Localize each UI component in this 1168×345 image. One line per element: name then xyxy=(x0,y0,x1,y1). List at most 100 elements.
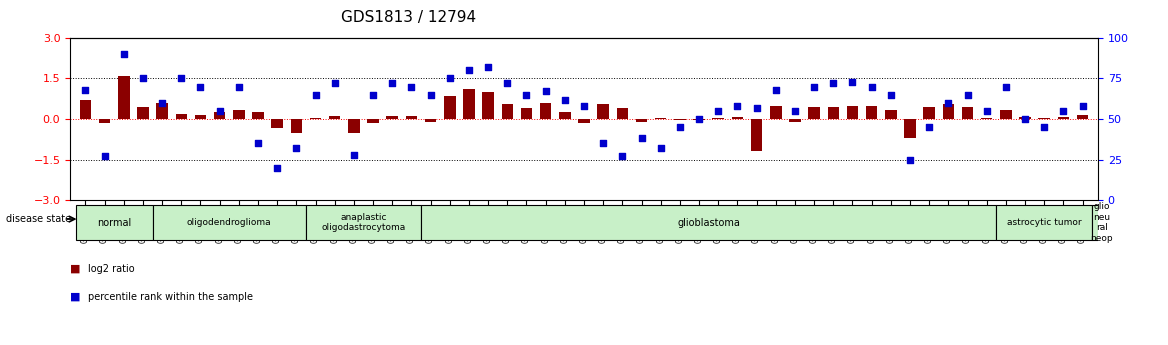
Text: normal: normal xyxy=(97,218,131,227)
Point xyxy=(153,100,172,106)
Bar xyxy=(175,114,187,119)
Point xyxy=(709,108,728,114)
FancyBboxPatch shape xyxy=(153,205,306,239)
Bar xyxy=(1077,115,1089,119)
Point xyxy=(96,154,114,159)
Point xyxy=(1054,108,1072,114)
Point xyxy=(690,116,709,122)
Point xyxy=(996,84,1015,89)
Point xyxy=(114,51,133,57)
Point xyxy=(345,152,363,157)
Bar xyxy=(559,112,571,119)
Bar xyxy=(617,108,628,119)
Point xyxy=(805,84,823,89)
Point xyxy=(978,108,996,114)
Point xyxy=(229,84,248,89)
Text: ■: ■ xyxy=(70,264,81,274)
Bar xyxy=(1000,110,1011,119)
Bar xyxy=(635,119,647,122)
Bar xyxy=(712,118,724,119)
Text: ■: ■ xyxy=(70,292,81,302)
Point xyxy=(172,76,190,81)
Bar xyxy=(425,119,437,122)
Point xyxy=(76,87,95,92)
Point xyxy=(728,103,746,109)
Point xyxy=(632,136,651,141)
Point xyxy=(459,68,478,73)
Point xyxy=(267,165,286,170)
Bar xyxy=(214,112,225,119)
Point xyxy=(440,76,459,81)
Bar xyxy=(751,119,763,151)
Point xyxy=(670,125,689,130)
Bar xyxy=(310,118,321,119)
Point xyxy=(823,81,842,86)
Bar xyxy=(828,107,839,119)
Bar xyxy=(865,106,877,119)
Point xyxy=(383,81,402,86)
Bar xyxy=(464,89,474,119)
Point xyxy=(652,146,670,151)
FancyBboxPatch shape xyxy=(76,205,153,239)
Bar xyxy=(578,119,590,123)
Bar xyxy=(540,103,551,119)
Point xyxy=(287,146,306,151)
Bar xyxy=(808,107,820,119)
Point xyxy=(593,141,612,146)
Bar xyxy=(118,76,130,119)
Bar xyxy=(348,119,360,132)
Bar xyxy=(482,92,494,119)
Point xyxy=(786,108,805,114)
Text: glioblastoma: glioblastoma xyxy=(677,218,741,227)
FancyBboxPatch shape xyxy=(420,205,996,239)
Bar xyxy=(597,104,609,119)
Point xyxy=(249,141,267,146)
Bar xyxy=(885,110,897,119)
Point xyxy=(306,92,325,98)
Bar xyxy=(1058,117,1069,119)
Text: disease state: disease state xyxy=(6,214,71,224)
Point xyxy=(862,84,881,89)
Bar xyxy=(655,118,667,119)
Point xyxy=(575,103,593,109)
Bar xyxy=(731,117,743,119)
Bar xyxy=(924,107,934,119)
Point xyxy=(958,92,976,98)
Bar xyxy=(790,119,801,122)
Point xyxy=(402,84,420,89)
Bar xyxy=(1038,118,1050,119)
Text: glio
neu
ral
neop: glio neu ral neop xyxy=(1091,203,1113,243)
Point xyxy=(613,154,632,159)
Bar xyxy=(387,116,398,119)
Bar xyxy=(694,119,704,120)
Bar xyxy=(847,106,858,119)
Point xyxy=(939,100,958,106)
Bar xyxy=(904,119,916,138)
Point xyxy=(517,92,536,98)
Point xyxy=(536,89,555,94)
FancyBboxPatch shape xyxy=(996,205,1092,239)
Bar xyxy=(79,100,91,119)
Bar xyxy=(234,110,244,119)
FancyBboxPatch shape xyxy=(306,205,420,239)
Point xyxy=(192,84,210,89)
Point xyxy=(901,157,919,162)
Point xyxy=(882,92,901,98)
Bar xyxy=(961,107,973,119)
Point xyxy=(556,97,575,102)
Bar xyxy=(521,108,533,119)
Bar xyxy=(157,103,168,119)
Bar xyxy=(1020,117,1031,119)
FancyBboxPatch shape xyxy=(1092,205,1111,239)
Text: percentile rank within the sample: percentile rank within the sample xyxy=(88,292,252,302)
Bar xyxy=(195,115,207,119)
Bar xyxy=(981,118,993,119)
Text: astrocytic tumor: astrocytic tumor xyxy=(1007,218,1082,227)
Bar xyxy=(770,106,781,119)
Point xyxy=(363,92,382,98)
Point xyxy=(748,105,766,110)
Bar xyxy=(329,116,340,119)
Point xyxy=(920,125,939,130)
Bar xyxy=(291,119,303,132)
Bar xyxy=(99,119,110,123)
